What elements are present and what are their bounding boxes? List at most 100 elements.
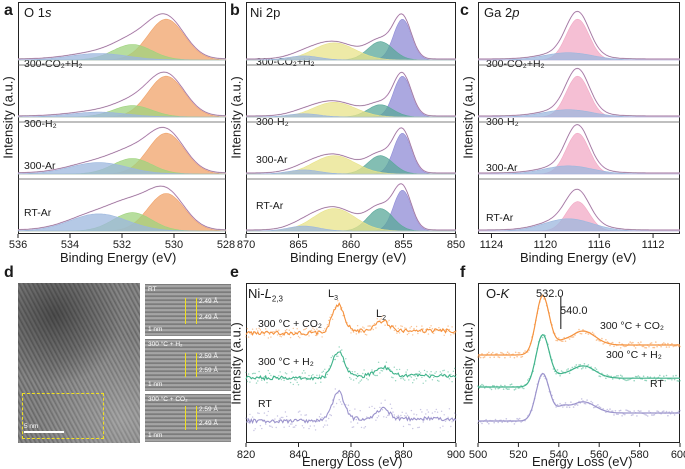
- data-point: [443, 334, 445, 336]
- data-point: [580, 333, 583, 335]
- data-point: [580, 398, 583, 400]
- data-point: [633, 410, 635, 412]
- data-point: [523, 387, 525, 390]
- data-point: [646, 376, 649, 378]
- data-point: [514, 388, 517, 390]
- fit-component-minor: [246, 55, 456, 61]
- data-point: [304, 414, 306, 416]
- data-point: [578, 364, 580, 366]
- data-point: [619, 374, 622, 377]
- x-tick-label: 1124: [480, 239, 504, 251]
- data-point: [355, 377, 357, 380]
- data-point: [270, 336, 272, 338]
- data-point: [584, 367, 587, 369]
- data-point: [322, 370, 325, 372]
- data-point: [440, 372, 443, 375]
- x-tick-label: 530: [165, 239, 183, 251]
- xps-ga2p-chart: 1124 1120 1116 1112: [478, 10, 680, 251]
- data-point: [297, 335, 300, 338]
- data-point: [677, 410, 680, 413]
- series-line: [478, 333, 680, 388]
- data-point: [275, 329, 277, 331]
- data-point: [392, 411, 394, 413]
- tem-roi-box: [22, 393, 104, 439]
- data-point: [268, 372, 271, 375]
- data-point: [279, 417, 281, 420]
- data-point: [513, 423, 516, 425]
- data-point: [576, 404, 579, 406]
- data-point: [321, 417, 323, 419]
- data-point: [625, 379, 627, 382]
- data-point: [347, 367, 350, 370]
- x-tick-label: 560: [590, 449, 608, 461]
- data-point: [454, 333, 456, 335]
- data-point: [505, 387, 508, 390]
- data-point: [672, 375, 675, 377]
- data-point: [450, 373, 452, 376]
- data-point: [309, 425, 311, 427]
- data-point: [320, 381, 322, 383]
- row-label-a-0: 300-CO₂+H₂: [24, 58, 83, 70]
- data-point: [601, 337, 603, 340]
- x-tick-label: 540: [550, 449, 568, 461]
- data-point: [556, 339, 559, 342]
- data-point: [637, 409, 640, 412]
- data-point: [578, 328, 580, 331]
- data-point: [406, 414, 409, 416]
- data-point: [293, 378, 296, 381]
- data-point: [419, 372, 422, 374]
- data-point: [350, 421, 352, 423]
- tem-sub-h2-lines: [185, 353, 197, 377]
- data-point: [326, 324, 329, 326]
- data-point: [398, 416, 401, 418]
- data-point: [246, 328, 248, 330]
- data-point: [590, 400, 592, 403]
- data-point: [562, 340, 564, 342]
- row-label-a-1: 300-H₂: [24, 118, 57, 130]
- tem-main-image: 5 nm: [18, 283, 140, 443]
- data-point: [350, 378, 352, 380]
- data-point: [425, 413, 427, 415]
- data-point: [630, 342, 633, 344]
- data-point: [393, 414, 395, 416]
- data-point: [303, 370, 305, 372]
- ylabel-e: Intensity (a.u.): [228, 322, 244, 405]
- data-point: [257, 412, 259, 414]
- data-point: [566, 406, 568, 408]
- data-point: [624, 345, 626, 348]
- data-point: [421, 411, 423, 413]
- tem-main-image-right: [140, 283, 144, 443]
- data-point: [279, 371, 281, 373]
- annot-l3: L3: [328, 288, 339, 303]
- data-point: [645, 347, 648, 349]
- data-point: [497, 421, 499, 424]
- data-point: [380, 369, 382, 372]
- data-point: [614, 410, 617, 412]
- data-point: [247, 421, 250, 424]
- data-point: [272, 331, 275, 333]
- data-point: [490, 353, 493, 355]
- data-point: [516, 417, 518, 420]
- x-tick-label: 1120: [534, 239, 558, 251]
- data-point: [245, 336, 247, 338]
- data-point: [410, 325, 413, 328]
- raw-data-line: [246, 72, 456, 117]
- data-point: [334, 358, 336, 361]
- data-point: [677, 345, 680, 348]
- data-point: [257, 330, 259, 332]
- data-point: [288, 329, 290, 331]
- x-tick-label: 880: [394, 449, 412, 461]
- series-label-f-1: 300 °C + H₂: [606, 349, 662, 361]
- data-point: [419, 408, 422, 411]
- data-point: [362, 372, 364, 375]
- data-point: [640, 410, 642, 412]
- data-point: [387, 368, 389, 371]
- series-label-f-0: 300 °C + CO₂: [600, 320, 665, 332]
- data-point: [506, 421, 509, 423]
- data-point: [401, 411, 403, 413]
- data-point: [594, 367, 596, 369]
- data-point: [367, 379, 369, 381]
- data-point: [448, 378, 451, 380]
- data-point: [509, 384, 512, 386]
- data-point: [421, 325, 423, 327]
